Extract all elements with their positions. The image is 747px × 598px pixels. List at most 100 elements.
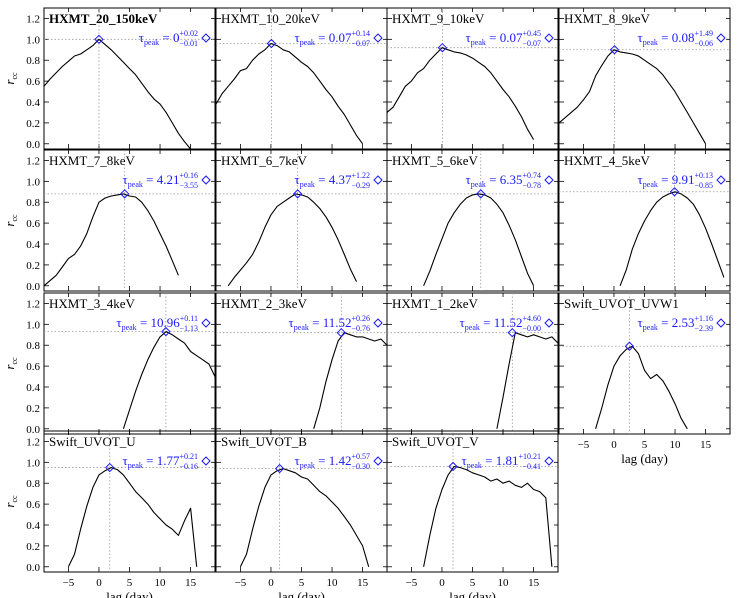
panel-title: HXMT_1_2keV [392, 296, 479, 311]
series-line [423, 465, 553, 567]
panel-title: Swift_UVOT_U [49, 434, 136, 449]
panel-hxmt-5-6kev: HXMT_5_6keV τpeak = 6.35+0.74−0.78 [386, 149, 559, 292]
panel-swift-uvot-v: Swift_UVOT_V τpeak = 1.81+10.21−0.41 −5 0 5 1… [386, 430, 559, 598]
peak-marker [292, 189, 303, 199]
y-tick-label: 0.0 [26, 562, 40, 574]
x-tick-label: 10 [155, 577, 167, 589]
series-line [215, 42, 364, 145]
x-axis-label: lag (day) [278, 589, 325, 598]
panel-hxmt-10-20kev: HXMT_10_20keV τpeak = 0.07+0.14−0.07 [215, 7, 388, 150]
series-line [239, 468, 370, 568]
x-tick-label: 15 [700, 439, 712, 451]
panel-hxmt-8-9kev: HXMT_8_9keV τpeak = 0.08+1.49−0.06 [558, 7, 731, 150]
tau-minus-label: −0.76 [351, 324, 370, 333]
y-tick-label: 0.4 [26, 239, 40, 251]
panel-title: HXMT_3_4keV [49, 296, 136, 311]
x-tick-label: 0 [96, 577, 102, 589]
panel-title: HXMT_4_5keV [564, 153, 651, 168]
y-tick-label: 0.8 [26, 340, 40, 352]
tau-minus-label: −0.06 [694, 39, 713, 48]
panel-hxmt-2-3kev: HXMT_2_3keV τpeak = 11.52+0.26−0.76 [215, 292, 388, 435]
y-tick-label: 0.6 [26, 361, 40, 373]
tau-minus-label: −0.00 [522, 324, 541, 333]
y-axis-label: rcc [2, 357, 19, 370]
x-tick-label: −5 [63, 577, 75, 589]
y-tick-label: 0.0 [26, 281, 40, 293]
series-line [596, 346, 730, 429]
panel-title: HXMT_2_3keV [221, 296, 308, 311]
x-tick-label: 10 [327, 577, 339, 589]
y-tick-label: 0.0 [26, 139, 40, 151]
x-tick-label: 5 [470, 577, 476, 589]
tau-peak-label: τpeak = 6.35+0.74 [466, 171, 541, 189]
peak-marker [105, 462, 115, 473]
y-tick-label: 0.4 [26, 520, 40, 532]
tau-minus-label: −0.29 [351, 181, 370, 190]
series-line [423, 193, 535, 287]
y-tick-label: 1.2 [26, 155, 40, 167]
peak-marker [266, 38, 277, 49]
x-tick-label: 5 [299, 577, 305, 589]
peak-marker [161, 326, 171, 337]
y-tick-label: 1.2 [26, 298, 40, 310]
x-tick-label: 15 [357, 577, 369, 589]
tau-peak-label: τpeak = 10.96+0.11 [116, 314, 198, 332]
tau-peak-label: τpeak = 0.07+0.14 [295, 29, 370, 47]
panel-title: Swift_UVOT_UVW1 [564, 296, 679, 311]
series-line [496, 332, 559, 429]
legend-marker [373, 456, 383, 466]
panel-swift-uvot-u: Swift_UVOT_U τpeak = 1.77+0.21−0.16 0.0 0.2… [2, 430, 216, 598]
y-tick-label: 0.8 [26, 55, 40, 67]
x-tick-label: 5 [127, 577, 133, 589]
x-axis-label: lag (day) [449, 589, 496, 598]
tau-peak-label: τpeak = 1.81+10.21 [462, 452, 541, 470]
y-tick-label: 1.2 [26, 13, 40, 25]
series-line [619, 191, 725, 286]
panel-hxmt-7-8kev: HXMT_7_8keV τpeak = 4.21+0.16−3.55 0.0 0.2 0… [2, 149, 216, 293]
y-tick-label: 0.2 [26, 541, 40, 553]
peak-marker [94, 34, 104, 45]
x-tick-label: 0 [268, 577, 274, 589]
x-tick-label: 15 [185, 577, 197, 589]
peak-marker [624, 341, 635, 351]
panel-swift-uvot-uvw1: Swift_UVOT_UVW1 τpeak = 2.53+1.16−2.39 −5 0… [558, 292, 730, 466]
legend-marker [201, 175, 211, 185]
tau-minus-label: −0.85 [694, 181, 713, 190]
tau-minus-label: −0.30 [351, 462, 370, 471]
y-tick-label: 1.2 [26, 436, 40, 448]
legend-marker [201, 33, 211, 43]
x-tick-label: 10 [498, 577, 510, 589]
tau-peak-label: τpeak = 2.53+1.16 [638, 314, 713, 332]
legend-marker [716, 33, 726, 43]
panel-hxmt-3-4kev: HXMT_3_4keV τpeak = 10.96+0.11−1.13 0.0 0.2… [2, 292, 216, 436]
series-line [313, 332, 388, 429]
legend-marker [373, 33, 383, 43]
legend-marker [373, 175, 383, 185]
tau-peak-label: τpeak = 0.07+0.45 [466, 29, 541, 47]
tau-minus-label: −0.07 [351, 39, 370, 48]
panel-title: HXMT_9_10keV [392, 11, 485, 26]
y-tick-label: 1.0 [26, 34, 40, 46]
x-tick-label: 0 [439, 577, 445, 589]
tau-minus-label: −0.78 [522, 181, 541, 190]
y-tick-label: 0.6 [26, 76, 40, 88]
y-axis-label: rcc [2, 495, 19, 508]
tau-peak-label: τpeak = 11.52+0.26 [289, 314, 370, 332]
panel-title: Swift_UVOT_V [392, 434, 479, 449]
tau-peak-label: τpeak = 9.91+0.13 [638, 171, 713, 189]
tau-peak-label: τpeak = 1.77+0.21 [123, 452, 198, 470]
peak-marker [274, 463, 285, 474]
x-tick-label: 10 [670, 439, 682, 451]
series-line [43, 193, 179, 287]
tau-minus-label: −3.55 [179, 181, 198, 190]
y-tick-label: 0.6 [26, 499, 40, 511]
tau-peak-label: τpeak = 4.21+0.16 [123, 171, 198, 189]
legend-marker [544, 318, 554, 328]
y-tick-label: 0.2 [26, 403, 40, 415]
series-line [386, 47, 535, 140]
x-tick-label: 5 [642, 439, 648, 451]
y-tick-label: 1.0 [26, 176, 40, 188]
series-line [67, 467, 198, 568]
panel-title: HXMT_10_20keV [221, 11, 321, 26]
